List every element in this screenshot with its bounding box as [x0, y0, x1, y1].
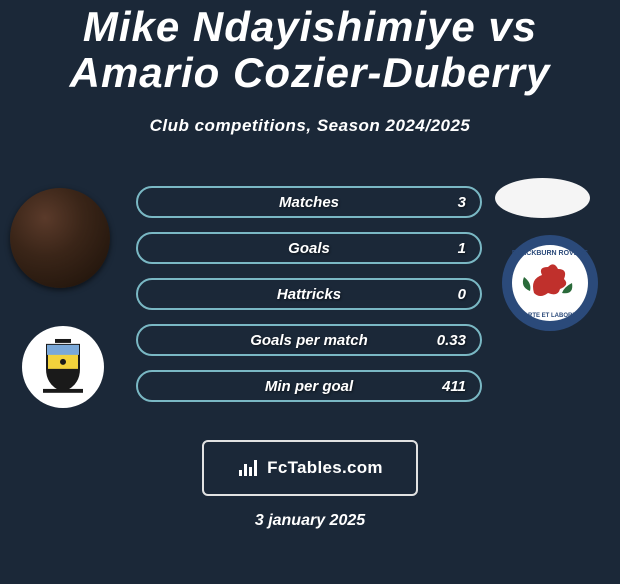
player-right-avatar: [495, 178, 590, 218]
player-left-club-crest: [22, 326, 104, 408]
stat-label: Goals: [138, 234, 480, 262]
svg-text:BLACKBURN ROVERS: BLACKBURN ROVERS: [512, 250, 589, 257]
stat-row-goals-per-match: Goals per match 0.33: [136, 324, 482, 356]
stat-label: Matches: [138, 188, 480, 216]
stat-label: Hattricks: [138, 280, 480, 308]
stat-row-goals: Goals 1: [136, 232, 482, 264]
bar-chart-icon: [237, 456, 261, 480]
stat-right-value: 0: [458, 280, 466, 308]
stat-right-value: 3: [458, 188, 466, 216]
stat-bars: Matches 3 Goals 1 Hattricks 0 Goals per …: [136, 186, 482, 416]
svg-text:ARTE ET LABORE: ARTE ET LABORE: [524, 313, 577, 319]
stat-label: Goals per match: [138, 326, 480, 354]
stat-right-value: 0.33: [437, 326, 466, 354]
stat-row-matches: Matches 3: [136, 186, 482, 218]
stat-right-value: 1: [458, 234, 466, 262]
stat-row-min-per-goal: Min per goal 411: [136, 370, 482, 402]
stat-label: Min per goal: [138, 372, 480, 400]
stat-row-hattricks: Hattricks 0: [136, 278, 482, 310]
comparison-subtitle: Club competitions, Season 2024/2025: [0, 116, 620, 136]
comparison-content: BLACKBURN ROVERS ARTE ET LABORE Matches …: [0, 168, 620, 418]
source-site-label: FcTables.com: [267, 458, 383, 478]
stat-right-value: 411: [442, 372, 466, 400]
source-badge: FcTables.com: [202, 440, 418, 496]
player-left-avatar: [10, 188, 110, 288]
burnley-crest-icon: [41, 339, 85, 393]
comparison-title: Mike Ndayishimiye vs Amario Cozier-Duber…: [0, 4, 620, 96]
player-right-club-crest: BLACKBURN ROVERS ARTE ET LABORE: [500, 233, 600, 333]
blackburn-crest-icon: BLACKBURN ROVERS ARTE ET LABORE: [500, 233, 600, 333]
comparison-date: 3 january 2025: [0, 512, 620, 530]
